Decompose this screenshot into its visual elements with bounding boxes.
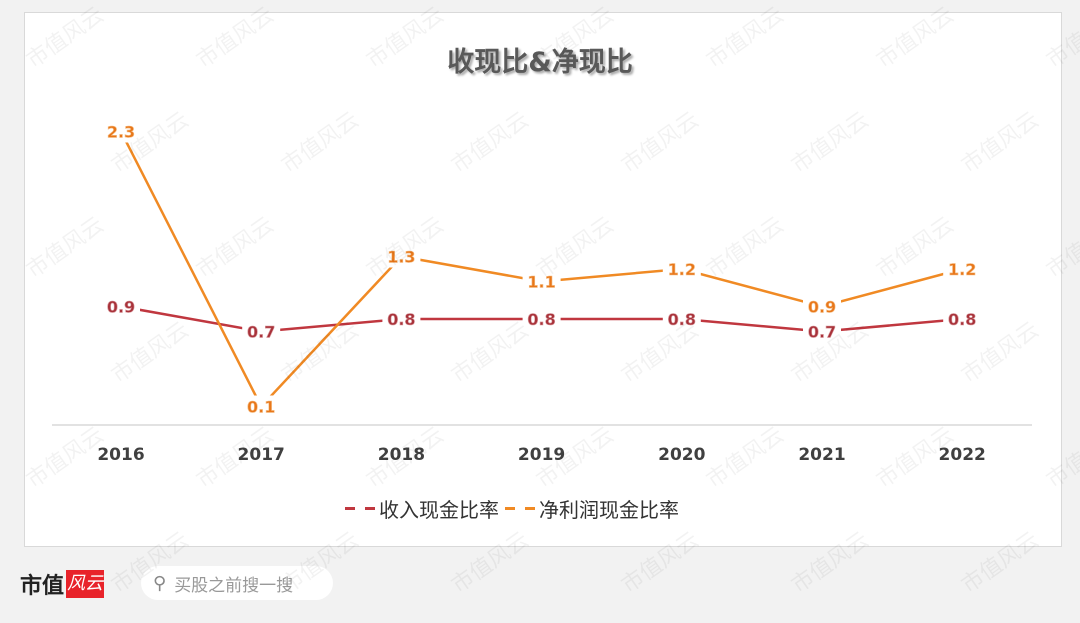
data-label: 0.8 [527, 310, 555, 329]
data-label: 0.7 [808, 323, 836, 342]
x-tick-label: 2020 [658, 445, 705, 465]
legend: 收入现金比率 净利润现金比率 [345, 494, 679, 523]
data-label: 0.8 [387, 310, 415, 329]
data-label-bg [382, 245, 421, 268]
data-label-bg [382, 308, 421, 330]
x-tick-label: 2017 [238, 445, 285, 465]
logo-mark: 风云 [66, 570, 105, 598]
legend-label-series-2: 净利润现金比率 [539, 498, 679, 522]
data-label-bg [803, 295, 841, 318]
series-line-2 [119, 130, 963, 409]
x-tick-label: 2022 [939, 445, 986, 465]
legend-swatch-series-1 [345, 507, 375, 510]
x-tick-label: 2018 [378, 445, 425, 465]
data-label-bg [242, 320, 281, 343]
search-icon: ⚲ [153, 572, 167, 594]
data-label: 0.8 [948, 310, 976, 329]
brand-logo: 市值 风云 [20, 568, 105, 600]
data-label-bg [943, 258, 982, 280]
data-label-bg [102, 295, 140, 318]
legend-label-series-1: 收入现金比率 [379, 498, 499, 522]
x-tick-label: 2021 [798, 445, 845, 465]
data-label: 0.9 [107, 298, 135, 317]
data-label: 1.2 [948, 260, 976, 279]
data-label-bg [242, 395, 281, 418]
x-tick-label: 2016 [97, 445, 144, 465]
search-placeholder: 买股之前搜一搜 [174, 575, 294, 596]
data-label-bg [662, 258, 701, 280]
logo-text: 市值 [20, 573, 65, 599]
legend-swatch-series-2 [505, 507, 535, 510]
data-label: 0.9 [808, 298, 836, 317]
data-label-bg [102, 120, 140, 143]
data-label-bg [522, 270, 561, 293]
data-label: 0.8 [668, 310, 696, 329]
data-label-bg [522, 308, 561, 330]
data-label: 0.7 [247, 323, 275, 342]
search-box[interactable]: ⚲ 买股之前搜一搜 [141, 566, 333, 600]
data-label-bg [803, 320, 841, 343]
data-label: 1.2 [668, 260, 696, 279]
data-label: 0.1 [247, 398, 275, 417]
x-tick-label: 2019 [518, 445, 565, 465]
data-label-bg [943, 308, 982, 330]
data-label-bg [662, 308, 701, 330]
data-label: 1.3 [387, 248, 415, 267]
data-label: 1.1 [527, 273, 555, 292]
chart-title: 收现比&净现比 [447, 47, 633, 78]
data-label: 2.3 [107, 123, 135, 142]
